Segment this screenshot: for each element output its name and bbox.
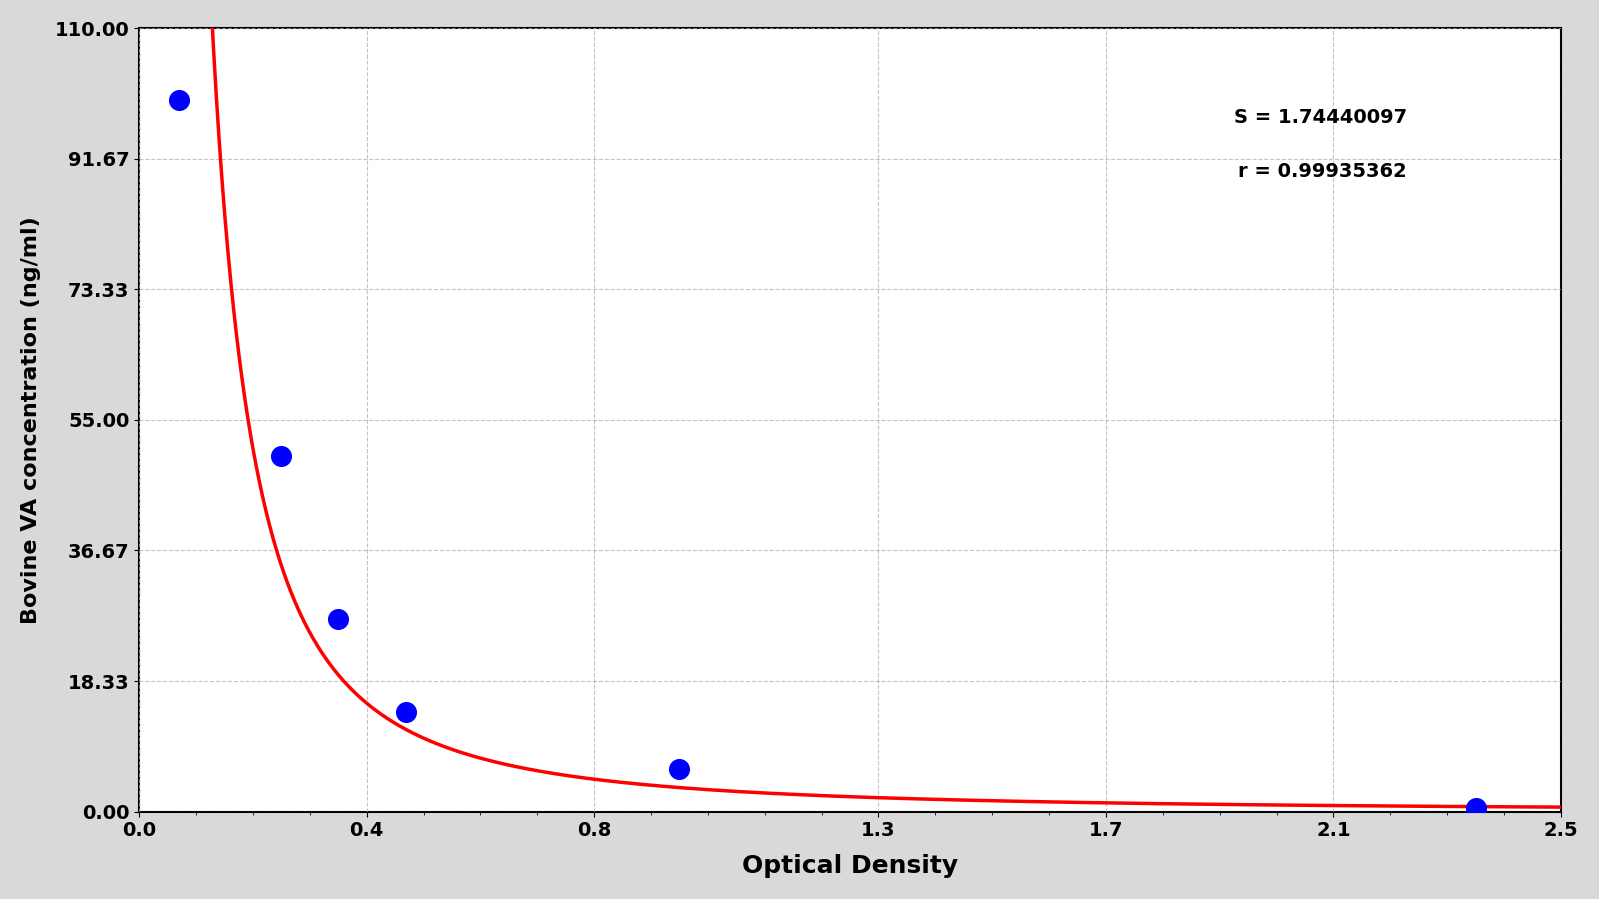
Y-axis label: Bovine VA concentration (ng/ml): Bovine VA concentration (ng/ml): [21, 216, 42, 624]
Point: [326, 612, 352, 627]
X-axis label: Optical Density: Optical Density: [742, 854, 958, 878]
Text: S = 1.74440097: S = 1.74440097: [1234, 108, 1407, 127]
Point: [1463, 801, 1489, 815]
Point: [269, 449, 294, 463]
Point: [667, 761, 692, 776]
Point: [393, 705, 419, 719]
Text: r = 0.99935362: r = 0.99935362: [1238, 162, 1407, 181]
Point: [166, 93, 192, 107]
